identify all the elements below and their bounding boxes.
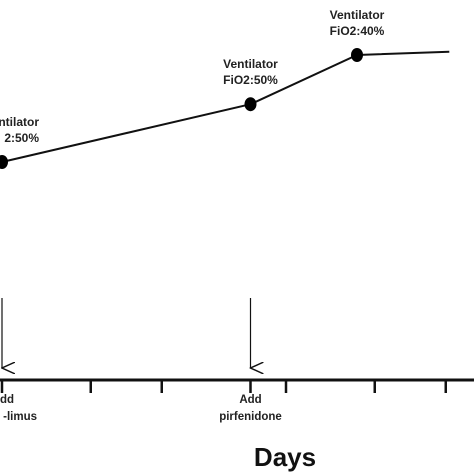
series-line <box>1 50 450 163</box>
event-labels-group: dd -limus Add pirfenidone <box>0 394 282 423</box>
event-arrows-group <box>2 298 251 368</box>
point-label-line1-2: Ventilator <box>330 8 385 22</box>
point-label-line2-0: 2:50% <box>4 131 39 145</box>
data-point-0 <box>0 155 8 169</box>
x-axis-ticks-group <box>0 380 447 393</box>
series-line-group <box>1 50 450 163</box>
data-point-1 <box>244 97 257 112</box>
event-label-line1-0: dd <box>0 394 14 406</box>
event-label-line1-1: Add <box>239 394 261 406</box>
point-label-line2-2: FiO2:40% <box>330 24 385 38</box>
data-points-group <box>0 48 363 169</box>
x-axis-title: Days <box>254 442 316 472</box>
point-label-line1-0: ntilator <box>0 115 39 129</box>
event-label-line2-1: pirfenidone <box>219 411 282 423</box>
point-label-line2-1: FiO2:50% <box>223 73 278 87</box>
point-label-line1-1: Ventilator <box>223 57 278 71</box>
data-point-2 <box>351 48 363 62</box>
point-labels-group: ntilator 2:50% Ventilator FiO2:50% Ventilato… <box>0 8 385 145</box>
event-label-line2-0: -limus <box>3 411 37 423</box>
